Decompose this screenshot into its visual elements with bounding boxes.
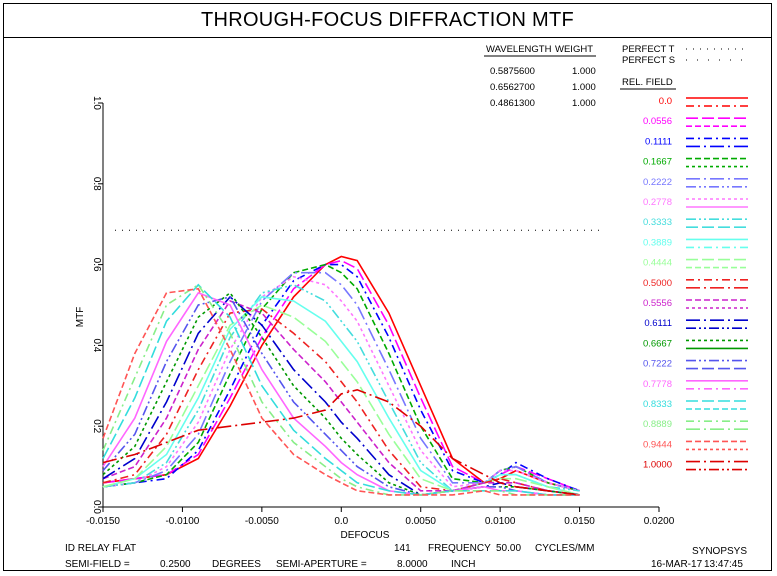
ray-count: 141 [394, 543, 411, 554]
series-line [102, 287, 580, 496]
legend-field-label: 0.7778 [643, 379, 672, 390]
wavelength-value: 0.4861300 [490, 98, 535, 109]
weight-value: 1.000 [572, 98, 596, 109]
series-line [102, 283, 580, 492]
semi-aperture-unit: INCH [451, 559, 475, 570]
series-line [102, 283, 580, 496]
x-tick-label: 0.0150 [564, 516, 595, 527]
y-tick-label: 0.4 [91, 338, 102, 352]
y-tick-label: 1.0 [91, 96, 102, 110]
frequency-unit: CYCLES/MM [535, 543, 594, 554]
y-tick-label: 0.8 [91, 177, 102, 191]
legend-field-label: 0.3333 [643, 217, 672, 228]
semi-field-label: SEMI-FIELD = [65, 559, 130, 570]
wavelength-value: 0.5875600 [490, 66, 535, 77]
legend-field-label: 0.7222 [643, 359, 672, 370]
x-tick-label: -0.0100 [165, 516, 199, 527]
legend-field-label: 0.0556 [643, 116, 672, 127]
wavelength-value: 0.6562700 [490, 82, 535, 93]
plot-frame [3, 3, 772, 571]
y-tick-label: 0.2 [91, 419, 102, 433]
x-tick-label: 0.0200 [644, 516, 675, 527]
x-tick-label: 0.0 [334, 516, 348, 527]
y-axis-label: MTF [75, 307, 86, 328]
series-line [102, 296, 580, 496]
semi-field-value: 0.2500 [160, 559, 191, 570]
x-tick-label: 0.0050 [405, 516, 436, 527]
legend-field-label: 0.4444 [643, 258, 672, 269]
weight-header: WEIGHT [555, 44, 593, 55]
weight-value: 1.000 [572, 82, 596, 93]
program-name: SYNOPSYS [692, 546, 747, 557]
y-tick-label: 0.6 [91, 258, 102, 272]
run-date: 16-MAR-17 [651, 559, 703, 570]
series-line [102, 388, 580, 496]
series-line [102, 291, 580, 496]
weight-value: 1.000 [572, 66, 596, 77]
legend-field-label: 0.1667 [643, 157, 672, 168]
x-tick-label: 0.0100 [485, 516, 516, 527]
legend-field-label: 0.9444 [643, 439, 672, 450]
legend-field-label: 0.5000 [643, 278, 672, 289]
wavelength-header: WAVELENGTH [486, 44, 552, 55]
semi-aperture-label: SEMI-APERTURE = [276, 559, 367, 570]
legend: 0.0 0.0556 0.1111 0.1667 0.2222 0.2778 0.3333 0… [643, 96, 748, 471]
semi-field-unit: DEGREES [212, 559, 261, 570]
series-line [102, 255, 580, 492]
semi-aperture-value: 8.0000 [397, 559, 428, 570]
series-line [102, 271, 580, 492]
legend-field-label: 0.8889 [643, 419, 672, 430]
y-tick-label: 0.0 [91, 500, 102, 514]
frequency-label: FREQUENCY [428, 543, 491, 554]
series-line [102, 291, 580, 496]
x-tick-label: -0.0150 [86, 516, 120, 527]
axes: -0.0150 -0.0100 -0.0050 0.0 0.0050 0.0100 0.01… [86, 96, 675, 527]
series-line [102, 295, 580, 496]
frequency-value: 50.00 [496, 543, 521, 554]
legend-field-label: 0.2222 [643, 177, 672, 188]
x-axis-label: DEFOCUS [341, 530, 390, 541]
series-line [102, 295, 580, 496]
legend-field-label: 0.0 [659, 96, 672, 107]
series-line [102, 263, 580, 492]
legend-field-label: 0.3889 [643, 237, 672, 248]
legend-field-label: 0.1111 [645, 136, 672, 147]
legend-field-label: 1.0000 [643, 460, 672, 471]
legend-field-label: 0.6667 [643, 338, 672, 349]
legend-field-label: 0.5556 [643, 298, 672, 309]
series-line [102, 308, 580, 496]
series-line [102, 263, 580, 492]
run-time: 13:47:45 [704, 559, 743, 570]
x-tick-label: -0.0050 [245, 516, 279, 527]
legend-field-label: 0.2778 [643, 197, 672, 208]
series-group [102, 255, 580, 496]
rel-field-header: REL. FIELD [622, 77, 673, 88]
perfect-t-label: PERFECT T [622, 44, 675, 55]
legend-field-label: 0.8333 [643, 399, 672, 410]
lens-name: ID RELAY FLAT [65, 543, 136, 554]
series-line [102, 259, 580, 492]
legend-field-label: 0.6111 [644, 318, 672, 329]
perfect-s-label: PERFECT S [622, 55, 675, 66]
chart-title: THROUGH-FOCUS DIFFRACTION MTF [3, 3, 772, 38]
